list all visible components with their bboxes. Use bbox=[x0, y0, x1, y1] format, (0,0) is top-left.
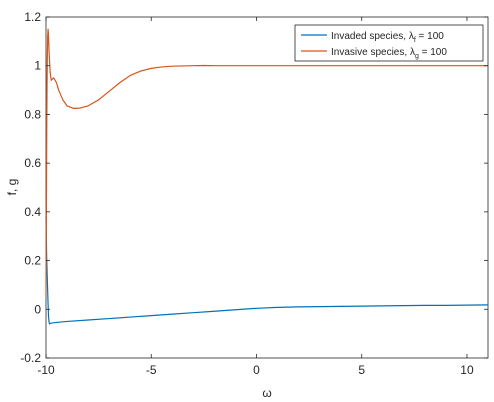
y-tick-label: -0.2 bbox=[20, 351, 41, 365]
x-tick-label: 5 bbox=[358, 363, 365, 377]
x-tick-label: 10 bbox=[460, 363, 474, 377]
x-tick-label: -5 bbox=[146, 363, 157, 377]
x-tick-label: -10 bbox=[37, 363, 55, 377]
series-line-1 bbox=[45, 216, 489, 325]
x-axis-label: ω bbox=[262, 386, 271, 400]
legend: Invaded species, λf = 100 Invasive specie… bbox=[294, 24, 484, 62]
x-axis-ticks: -10 -5 0 5 10 bbox=[37, 17, 474, 377]
y-tick-label: 1 bbox=[34, 59, 41, 73]
y-tick-label: 0 bbox=[34, 302, 41, 316]
y-tick-label: 1.2 bbox=[24, 10, 41, 24]
legend-label-2: Invasive species, λg = 100 bbox=[331, 47, 447, 60]
y-tick-label: 0.2 bbox=[24, 254, 41, 268]
plot-frame bbox=[45, 16, 489, 359]
y-axis-label: f, g bbox=[5, 179, 19, 196]
series-line-2 bbox=[45, 28, 488, 298]
x-tick-label: 0 bbox=[253, 363, 260, 377]
y-tick-label: 0.6 bbox=[24, 156, 41, 170]
y-axis-ticks: -0.2 0 0.2 0.4 0.6 0.8 1 1.2 bbox=[20, 10, 488, 365]
y-tick-label: 0.8 bbox=[24, 107, 41, 121]
y-tick-label: 0.4 bbox=[24, 205, 41, 219]
plot-area bbox=[45, 16, 489, 359]
legend-label-1: Invaded species, λf = 100 bbox=[331, 31, 444, 44]
legend-box bbox=[294, 24, 484, 62]
